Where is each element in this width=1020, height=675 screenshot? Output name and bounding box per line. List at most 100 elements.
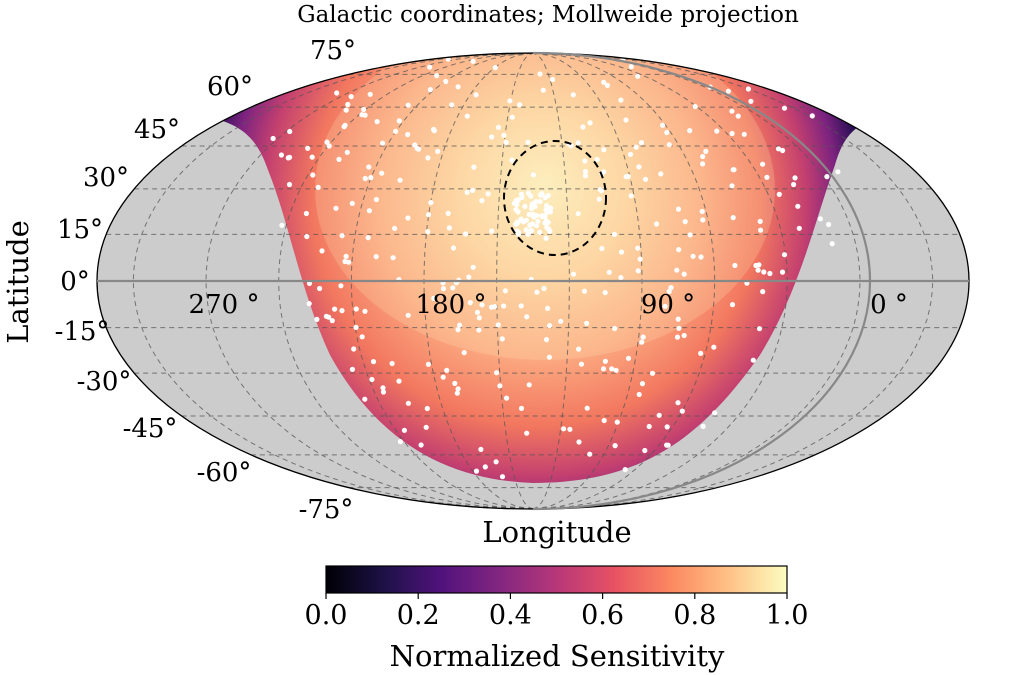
lat-tick-neg30: -30°	[77, 367, 132, 397]
source-marker	[435, 148, 441, 154]
source-marker-cluster	[522, 203, 528, 209]
source-marker	[698, 254, 704, 260]
source-marker	[434, 73, 440, 79]
source-marker	[712, 410, 718, 416]
source-marker	[635, 73, 641, 79]
lat-tick-45: 45°	[134, 115, 180, 145]
source-marker	[473, 92, 479, 98]
source-marker-cluster	[515, 197, 521, 203]
source-marker	[326, 143, 332, 149]
source-marker	[495, 124, 502, 130]
lat-tick-60: 60°	[207, 72, 253, 102]
source-marker	[367, 91, 373, 97]
source-marker	[633, 144, 639, 150]
source-marker-cluster	[545, 192, 551, 199]
source-marker	[345, 101, 351, 108]
source-marker	[353, 306, 359, 312]
source-marker	[392, 225, 398, 231]
source-marker	[664, 129, 670, 136]
meridian-line	[532, 53, 861, 509]
source-marker	[780, 147, 786, 154]
source-marker-cluster	[514, 220, 520, 227]
source-marker-cluster	[547, 209, 554, 215]
source-marker	[427, 87, 433, 93]
source-marker	[319, 248, 325, 254]
source-marker	[366, 208, 372, 214]
source-marker	[431, 126, 437, 133]
source-marker	[541, 285, 547, 292]
source-marker	[504, 395, 510, 401]
source-marker	[609, 366, 615, 372]
source-marker	[525, 139, 531, 145]
source-marker	[675, 400, 681, 406]
source-marker	[449, 102, 455, 108]
source-marker	[604, 82, 611, 88]
source-marker	[366, 164, 372, 170]
source-marker	[369, 376, 375, 383]
colorbar-label: Normalized Sensitivity	[390, 639, 725, 673]
source-marker	[758, 227, 764, 233]
source-marker	[326, 314, 332, 320]
source-marker	[359, 334, 365, 340]
source-marker	[690, 253, 696, 259]
source-marker	[614, 419, 620, 425]
source-marker	[576, 439, 582, 445]
colorbar-tick-label: 0.6	[581, 600, 624, 631]
sky-map	[96, 51, 970, 511]
source-marker	[431, 295, 437, 301]
source-marker	[809, 113, 815, 119]
source-marker	[489, 228, 495, 234]
source-marker	[594, 156, 600, 163]
source-marker	[474, 309, 480, 315]
source-marker	[643, 176, 649, 182]
source-marker	[450, 285, 456, 291]
source-marker	[668, 285, 674, 291]
source-marker	[675, 316, 681, 322]
source-marker	[342, 258, 348, 265]
source-marker	[401, 427, 407, 433]
source-marker	[602, 358, 609, 364]
colorbar-tick-label: 0.0	[305, 600, 348, 631]
source-marker	[526, 382, 532, 388]
source-marker	[711, 344, 717, 350]
source-marker	[779, 269, 786, 275]
source-marker	[455, 84, 461, 90]
colorbar-tick-label: 0.4	[489, 600, 532, 631]
source-marker	[729, 183, 735, 189]
source-marker	[334, 90, 340, 96]
source-marker	[305, 145, 311, 151]
source-marker	[781, 105, 788, 111]
source-marker-cluster	[529, 221, 536, 227]
source-marker	[748, 98, 754, 104]
source-marker-cluster	[525, 190, 532, 196]
source-marker	[639, 339, 645, 345]
source-marker	[761, 269, 767, 275]
source-marker-cluster	[519, 218, 525, 224]
source-marker	[405, 312, 411, 318]
source-marker	[517, 102, 523, 108]
source-marker	[285, 155, 291, 161]
source-marker	[601, 79, 607, 85]
source-marker	[732, 262, 738, 269]
source-marker	[760, 161, 766, 167]
source-marker	[561, 426, 567, 432]
source-marker	[344, 149, 350, 155]
source-marker	[637, 256, 643, 262]
source-marker	[776, 191, 782, 197]
source-marker	[455, 327, 461, 333]
source-marker	[735, 113, 741, 119]
source-marker	[396, 378, 402, 384]
source-marker	[582, 168, 589, 175]
longitude-tick-labels: 270 ° 180 ° 90 ° 0 °	[189, 290, 908, 320]
source-marker	[380, 389, 387, 395]
source-marker	[623, 174, 629, 180]
source-marker	[795, 203, 801, 209]
source-marker	[489, 134, 495, 140]
source-marker-cluster	[542, 220, 548, 226]
source-marker-cluster	[546, 226, 552, 232]
source-marker	[534, 289, 540, 295]
source-marker	[463, 231, 469, 237]
source-marker	[336, 156, 342, 162]
source-marker	[479, 198, 485, 204]
source-marker	[612, 325, 618, 332]
